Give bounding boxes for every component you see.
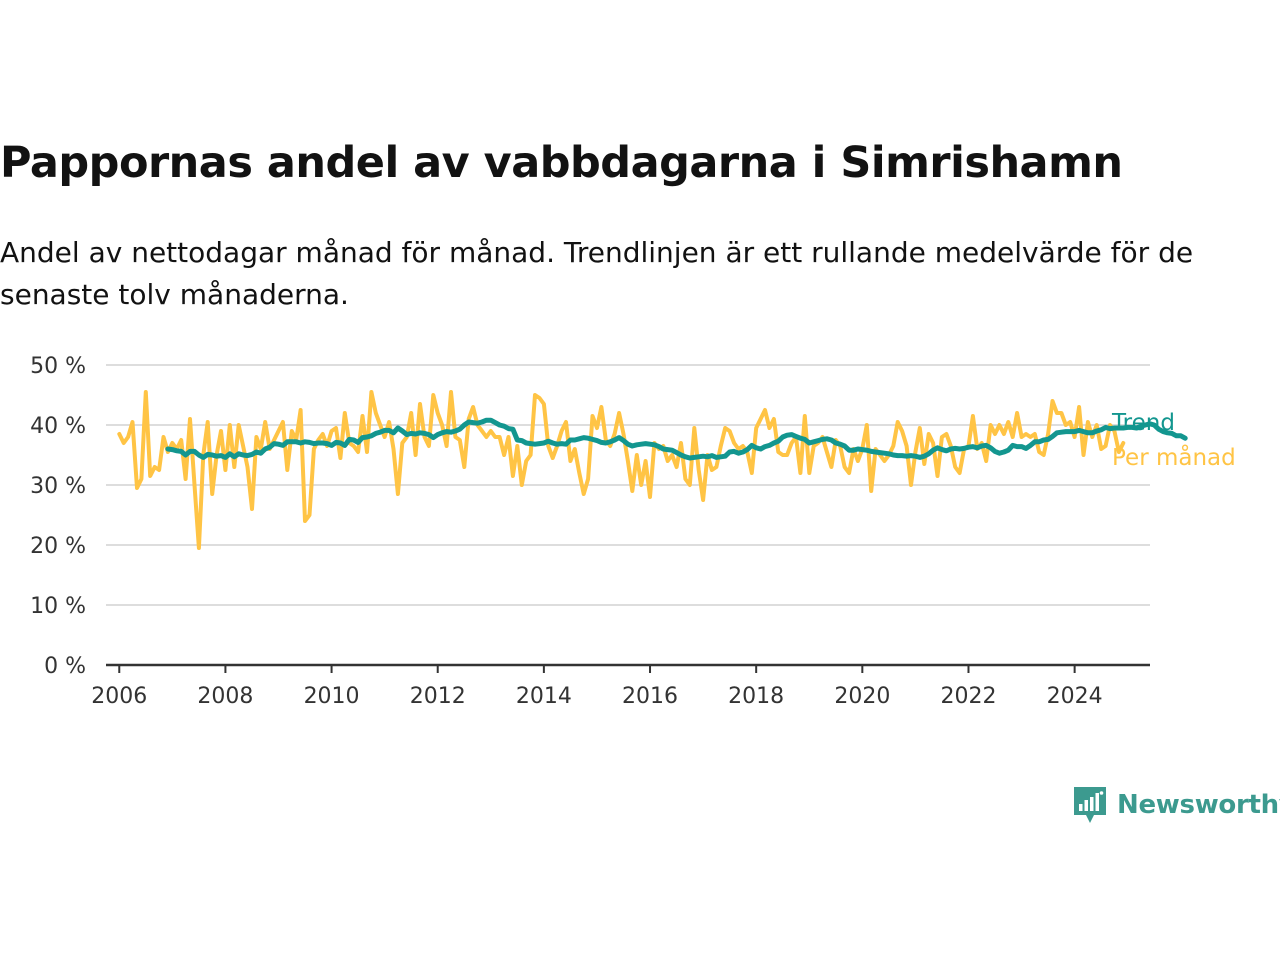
chart-subtitle: Andel av nettodagar månad för månad. Tre… — [0, 236, 1194, 311]
line-chart: 0 % 10 % 20 % 30 % 40 % 50 % 2006 2008 2010 2012… — [30, 354, 1236, 709]
y-tick-label: 20 % — [30, 534, 86, 559]
chart-title: Pappornas andel av vabbdagarna i Simrish… — [0, 138, 1123, 188]
y-axis-ticks: 0 % 10 % 20 % 30 % 40 % 50 % — [30, 354, 86, 679]
y-tick-label: 30 % — [30, 474, 86, 499]
y-tick-label: 10 % — [30, 594, 86, 619]
y-tick-label: 40 % — [30, 414, 86, 439]
legend-label-trend: Trend — [1111, 410, 1175, 436]
brand-name: Newsworthy — [1117, 790, 1280, 820]
y-tick-label: 0 % — [44, 654, 86, 679]
x-tick-label: 2006 — [91, 684, 147, 709]
x-axis: 2006 2008 2010 2012 2014 2016 2018 2020 2022 2024 — [91, 663, 1150, 709]
y-tick-label: 50 % — [30, 354, 86, 379]
x-tick-label: 2024 — [1047, 684, 1103, 709]
brand-logo: Newsworthy — [1072, 785, 1280, 825]
x-tick-label: 2014 — [516, 684, 572, 709]
x-tick-label: 2008 — [197, 684, 253, 709]
series-lines — [117, 390, 1188, 550]
x-tick-label: 2022 — [940, 684, 996, 709]
x-tick-label: 2020 — [834, 684, 890, 709]
x-tick-label: 2012 — [410, 684, 466, 709]
x-tick-label: 2018 — [728, 684, 784, 709]
line-legend: Per månad Trend — [1111, 410, 1236, 471]
newsworthy-logo-icon — [1074, 787, 1106, 823]
x-tick-label: 2010 — [304, 684, 360, 709]
legend-label-per-manad: Per månad — [1112, 443, 1236, 471]
x-tick-label: 2016 — [622, 684, 678, 709]
gridlines — [106, 364, 1150, 606]
series-line-per-manad — [117, 390, 1126, 550]
series-line-trend — [165, 417, 1188, 461]
